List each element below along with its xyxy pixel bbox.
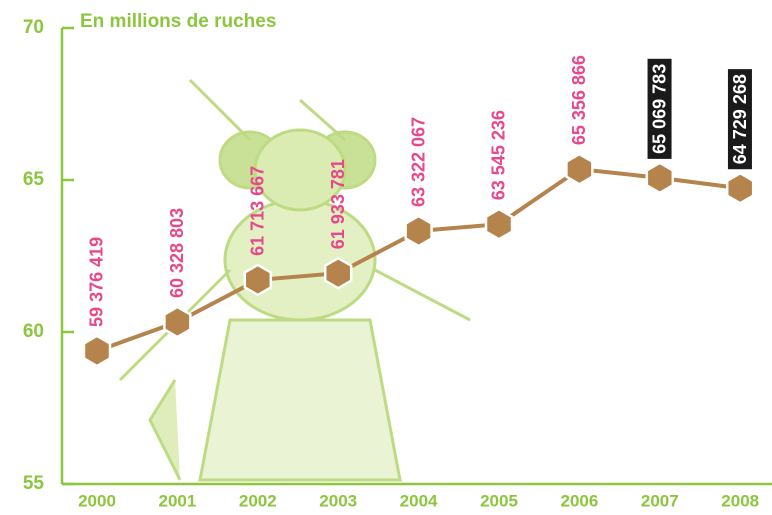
value-label: 59 376 419 — [87, 237, 107, 327]
value-label-group: 63 545 236 — [489, 110, 509, 200]
value-label-group: 61 713 667 — [248, 166, 268, 256]
data-marker — [82, 334, 112, 368]
value-label: 63 545 236 — [489, 110, 509, 200]
value-label-group: 61 933 781 — [328, 159, 348, 249]
x-tick-label: 2006 — [560, 491, 598, 510]
value-label: 64 729 268 — [730, 74, 750, 164]
x-tick-label: 2001 — [158, 491, 196, 510]
data-marker — [645, 161, 675, 195]
value-label: 65 356 866 — [569, 55, 589, 145]
data-marker — [323, 256, 353, 290]
value-label-group: 60 328 803 — [167, 208, 187, 298]
value-label: 61 933 781 — [328, 159, 348, 249]
value-label-group: 64 729 268 — [727, 69, 752, 170]
value-label: 65 069 783 — [650, 64, 670, 154]
value-label-box — [727, 69, 752, 170]
data-marker — [565, 152, 594, 186]
chart-title: En millions de ruches — [80, 11, 276, 32]
x-tick-label: 2005 — [480, 491, 518, 510]
x-tick-label: 2002 — [239, 491, 277, 510]
value-label: 60 328 803 — [167, 208, 187, 298]
x-tick-label: 2003 — [319, 491, 357, 510]
x-tick-label: 2007 — [641, 491, 679, 510]
x-tick-label: 2004 — [400, 491, 438, 510]
value-label-group: 65 356 866 — [569, 55, 589, 145]
x-tick-label: 2008 — [721, 491, 759, 510]
value-label: 61 713 667 — [248, 166, 268, 256]
y-tick-label: 55 — [23, 473, 45, 494]
data-marker — [725, 171, 755, 205]
data-marker — [243, 263, 273, 297]
value-label-group: 65 069 783 — [647, 58, 672, 159]
value-label: 63 322 067 — [408, 117, 428, 207]
x-tick-label: 2000 — [78, 491, 116, 510]
data-marker — [163, 305, 192, 339]
data-marker — [404, 214, 433, 248]
y-tick-label: 65 — [23, 169, 45, 190]
data-marker — [484, 207, 514, 241]
y-tick-label: 60 — [23, 321, 44, 342]
value-label-box — [647, 58, 672, 159]
value-label-group: 59 376 419 — [87, 237, 107, 327]
value-label-group: 63 322 067 — [408, 117, 428, 207]
y-tick-label: 70 — [23, 17, 44, 38]
